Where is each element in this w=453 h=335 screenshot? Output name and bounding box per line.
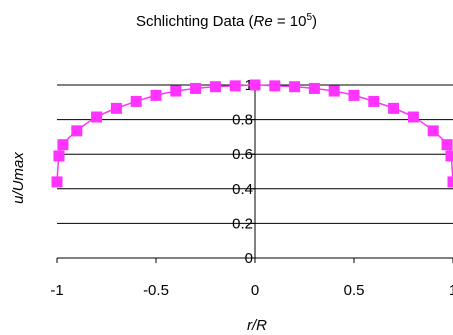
- data-point-marker: [348, 89, 360, 101]
- data-series: [51, 79, 453, 188]
- data-point-marker: [269, 80, 281, 92]
- data-point-marker: [229, 80, 241, 92]
- data-point-marker: [130, 95, 142, 107]
- y-tick-label: 0.6: [232, 146, 253, 163]
- data-point-marker: [51, 176, 63, 188]
- y-axis-title: u/Umax: [10, 152, 27, 204]
- y-tick-label: 0: [245, 250, 253, 267]
- data-point-marker: [289, 81, 301, 93]
- x-tick-label: 0: [251, 282, 259, 299]
- y-tick-label: 0.8: [232, 112, 253, 129]
- x-tick-label: 1: [449, 282, 453, 299]
- data-point-marker: [190, 82, 202, 94]
- data-point-marker: [91, 111, 103, 123]
- x-tick-label: 0.5: [344, 282, 365, 299]
- x-tick-label: -0.5: [143, 282, 169, 299]
- data-point-marker: [328, 85, 340, 97]
- x-axis-title: r/R: [247, 317, 267, 334]
- data-point-marker: [388, 102, 400, 114]
- chart-title-exponent: 5: [306, 12, 312, 23]
- chart-title-suffix: ): [312, 13, 317, 30]
- svg-text:Schlichting Data (Re = 105): Schlichting Data (Re = 105): [136, 12, 317, 30]
- y-tick-label: 0.4: [232, 181, 253, 198]
- data-point-marker: [209, 81, 221, 93]
- data-point-marker: [445, 150, 453, 162]
- tick-labels: 00.20.40.60.81-1-0.500.51: [50, 77, 453, 299]
- grid-lines: [57, 84, 453, 224]
- data-point-marker: [249, 79, 261, 91]
- chart-title-prefix: Schlichting Data (: [136, 13, 254, 30]
- data-point-marker: [57, 139, 69, 151]
- chart-title: Schlichting Data (Re = 105): [136, 12, 317, 30]
- data-point-marker: [447, 176, 453, 188]
- data-point-marker: [427, 125, 439, 137]
- data-point-marker: [368, 95, 380, 107]
- data-point-marker: [308, 82, 320, 94]
- data-point-marker: [170, 85, 182, 97]
- data-point-marker: [407, 111, 419, 123]
- x-tick-label: -1: [50, 282, 63, 299]
- data-point-marker: [150, 89, 162, 101]
- chart-title-symbol: Re: [254, 13, 273, 30]
- y-tick-label: 0.2: [232, 215, 253, 232]
- data-point-marker: [71, 125, 83, 137]
- data-point-marker: [110, 102, 122, 114]
- data-point-marker: [441, 139, 453, 151]
- data-point-marker: [53, 150, 65, 162]
- chart-title-equals: = 10: [273, 13, 307, 30]
